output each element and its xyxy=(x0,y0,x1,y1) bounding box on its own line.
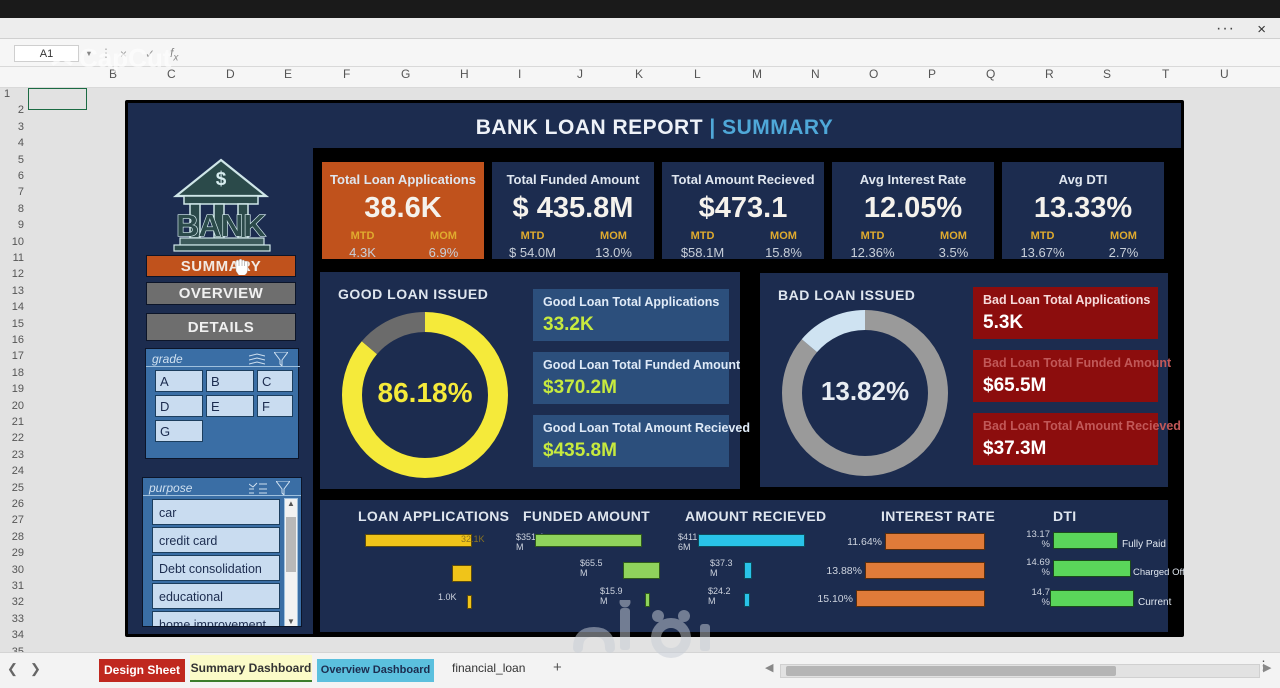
svg-text:$: $ xyxy=(216,169,227,190)
svg-text:13.82%: 13.82% xyxy=(821,376,909,406)
svg-text:86.18%: 86.18% xyxy=(378,377,473,408)
